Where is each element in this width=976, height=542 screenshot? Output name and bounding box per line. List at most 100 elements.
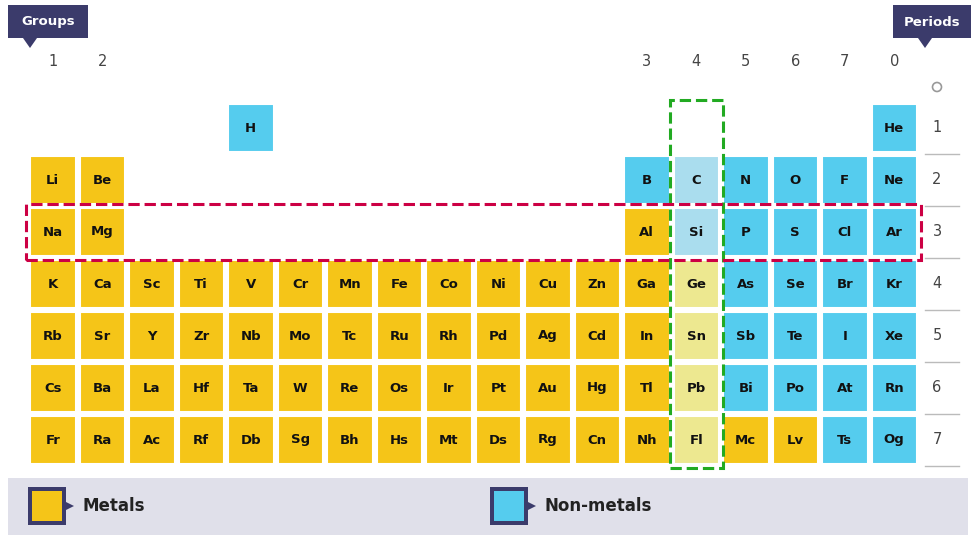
Text: 1: 1: [48, 55, 58, 69]
Text: Nb: Nb: [240, 330, 261, 343]
Text: 2: 2: [932, 172, 942, 188]
Text: Mn: Mn: [339, 278, 361, 291]
Bar: [79, 260, 125, 308]
Bar: [575, 260, 620, 308]
Bar: [673, 312, 719, 360]
Bar: [377, 312, 422, 360]
Bar: [723, 156, 768, 204]
Text: Rh: Rh: [439, 330, 459, 343]
Text: Mo: Mo: [289, 330, 311, 343]
Bar: [822, 260, 868, 308]
Bar: [872, 260, 917, 308]
Bar: [772, 260, 818, 308]
Text: Ne: Ne: [884, 173, 905, 186]
Text: Ni: Ni: [490, 278, 507, 291]
Bar: [772, 364, 818, 412]
Bar: [30, 364, 75, 412]
Bar: [525, 416, 571, 464]
Text: In: In: [639, 330, 654, 343]
Text: S: S: [791, 225, 800, 238]
Text: Fl: Fl: [689, 434, 703, 447]
Bar: [673, 416, 719, 464]
Text: Se: Se: [786, 278, 804, 291]
Text: Fe: Fe: [390, 278, 408, 291]
Text: Cs: Cs: [44, 382, 61, 395]
Bar: [327, 416, 373, 464]
Bar: [228, 104, 273, 152]
Polygon shape: [528, 502, 536, 510]
Bar: [129, 312, 175, 360]
Bar: [624, 208, 670, 256]
Bar: [426, 312, 471, 360]
Text: He: He: [884, 121, 905, 134]
Text: 5: 5: [741, 55, 751, 69]
Text: Cu: Cu: [538, 278, 557, 291]
Text: Pb: Pb: [687, 382, 706, 395]
Text: Cn: Cn: [588, 434, 607, 447]
Text: Non-metals: Non-metals: [545, 497, 652, 515]
Text: 6: 6: [791, 55, 800, 69]
Text: Rn: Rn: [884, 382, 904, 395]
Text: Ru: Ru: [389, 330, 409, 343]
Text: Ac: Ac: [142, 434, 161, 447]
Polygon shape: [66, 502, 74, 510]
Text: Kr: Kr: [886, 278, 903, 291]
Bar: [624, 260, 670, 308]
Text: Sb: Sb: [736, 330, 755, 343]
Text: Tl: Tl: [640, 382, 654, 395]
Text: Os: Os: [389, 382, 409, 395]
Bar: [475, 312, 521, 360]
Bar: [723, 312, 768, 360]
Bar: [872, 416, 917, 464]
Text: At: At: [836, 382, 853, 395]
Bar: [30, 312, 75, 360]
Bar: [723, 208, 768, 256]
Text: 1: 1: [932, 120, 942, 136]
Text: Au: Au: [538, 382, 557, 395]
Text: Ta: Ta: [243, 382, 259, 395]
Bar: [30, 208, 75, 256]
Bar: [26, 204, 921, 260]
Text: Te: Te: [787, 330, 803, 343]
Text: Ca: Ca: [93, 278, 111, 291]
Text: Zn: Zn: [588, 278, 607, 291]
Text: 3: 3: [932, 224, 942, 240]
Bar: [822, 156, 868, 204]
Text: Sc: Sc: [143, 278, 160, 291]
Text: H: H: [245, 121, 257, 134]
Bar: [872, 312, 917, 360]
Text: Groups: Groups: [21, 16, 75, 29]
Bar: [377, 260, 422, 308]
Text: Hg: Hg: [587, 382, 608, 395]
Text: 6: 6: [932, 380, 942, 396]
Text: Pt: Pt: [490, 382, 507, 395]
Bar: [772, 312, 818, 360]
Bar: [79, 208, 125, 256]
Bar: [179, 312, 224, 360]
Bar: [872, 364, 917, 412]
Text: 5: 5: [932, 328, 942, 344]
Text: P: P: [741, 225, 751, 238]
Bar: [624, 312, 670, 360]
Text: Bi: Bi: [739, 382, 753, 395]
Text: Db: Db: [240, 434, 261, 447]
Text: Metals: Metals: [83, 497, 145, 515]
Bar: [129, 364, 175, 412]
Bar: [475, 260, 521, 308]
Text: Periods: Periods: [904, 16, 960, 29]
Bar: [129, 260, 175, 308]
Text: O: O: [790, 173, 801, 186]
Bar: [822, 208, 868, 256]
Bar: [228, 260, 273, 308]
Bar: [525, 260, 571, 308]
Text: Si: Si: [689, 225, 704, 238]
Bar: [277, 260, 323, 308]
Text: La: La: [143, 382, 160, 395]
Bar: [327, 312, 373, 360]
Bar: [79, 156, 125, 204]
Bar: [893, 5, 971, 38]
Bar: [575, 312, 620, 360]
Text: V: V: [246, 278, 256, 291]
Text: Sr: Sr: [94, 330, 110, 343]
Text: 7: 7: [932, 433, 942, 448]
